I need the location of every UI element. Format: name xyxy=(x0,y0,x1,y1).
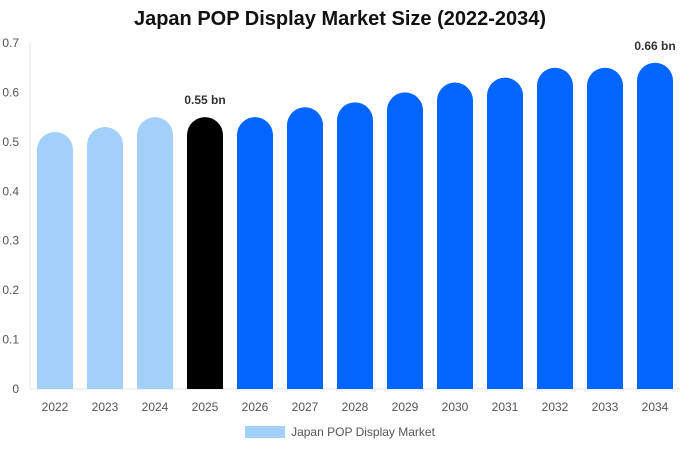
bar xyxy=(137,117,173,389)
bar xyxy=(37,131,73,389)
bar xyxy=(187,117,223,389)
bar xyxy=(437,82,473,390)
chart-title: Japan POP Display Market Size (2022-2034… xyxy=(133,8,547,30)
x-tick-label: 2031 xyxy=(492,400,519,414)
bar xyxy=(337,102,373,390)
x-tick-label: 2029 xyxy=(392,400,419,414)
y-tick-label: 0.1 xyxy=(2,333,19,347)
x-tick-label: 2025 xyxy=(192,400,219,414)
x-tick-label: 2024 xyxy=(142,400,169,414)
x-tick-label: 2023 xyxy=(92,400,119,414)
y-tick-label: 0.3 xyxy=(2,234,19,248)
bar xyxy=(487,77,523,389)
x-tick-label: 2033 xyxy=(592,400,619,414)
x-tick-label: 2027 xyxy=(292,400,319,414)
bar xyxy=(287,107,323,389)
bar xyxy=(587,67,623,389)
y-tick-label: 0.7 xyxy=(2,36,19,50)
bar xyxy=(537,67,573,389)
y-tick-label: 0.4 xyxy=(2,184,19,198)
legend-label: Japan POP Display Market xyxy=(291,425,435,439)
legend-swatch xyxy=(245,426,286,438)
x-tick-label: 2030 xyxy=(442,400,469,414)
y-tick-label: 0.5 xyxy=(2,135,19,149)
x-tick-label: 2034 xyxy=(642,400,669,414)
x-tick-label: 2028 xyxy=(342,400,369,414)
bar xyxy=(237,117,273,389)
bar xyxy=(387,92,423,389)
data-label: 0.55 bn xyxy=(184,93,225,107)
y-tick-label: 0 xyxy=(12,382,19,396)
x-tick-label: 2032 xyxy=(542,400,569,414)
bar xyxy=(87,127,123,389)
data-label: 0.66 bn xyxy=(634,39,675,53)
y-tick-label: 0.2 xyxy=(2,283,19,297)
x-tick-label: 2026 xyxy=(242,400,269,414)
legend: Japan POP Display Market xyxy=(0,425,680,439)
bar xyxy=(637,62,673,390)
x-tick-label: 2022 xyxy=(42,400,69,414)
y-tick-label: 0.6 xyxy=(2,85,19,99)
